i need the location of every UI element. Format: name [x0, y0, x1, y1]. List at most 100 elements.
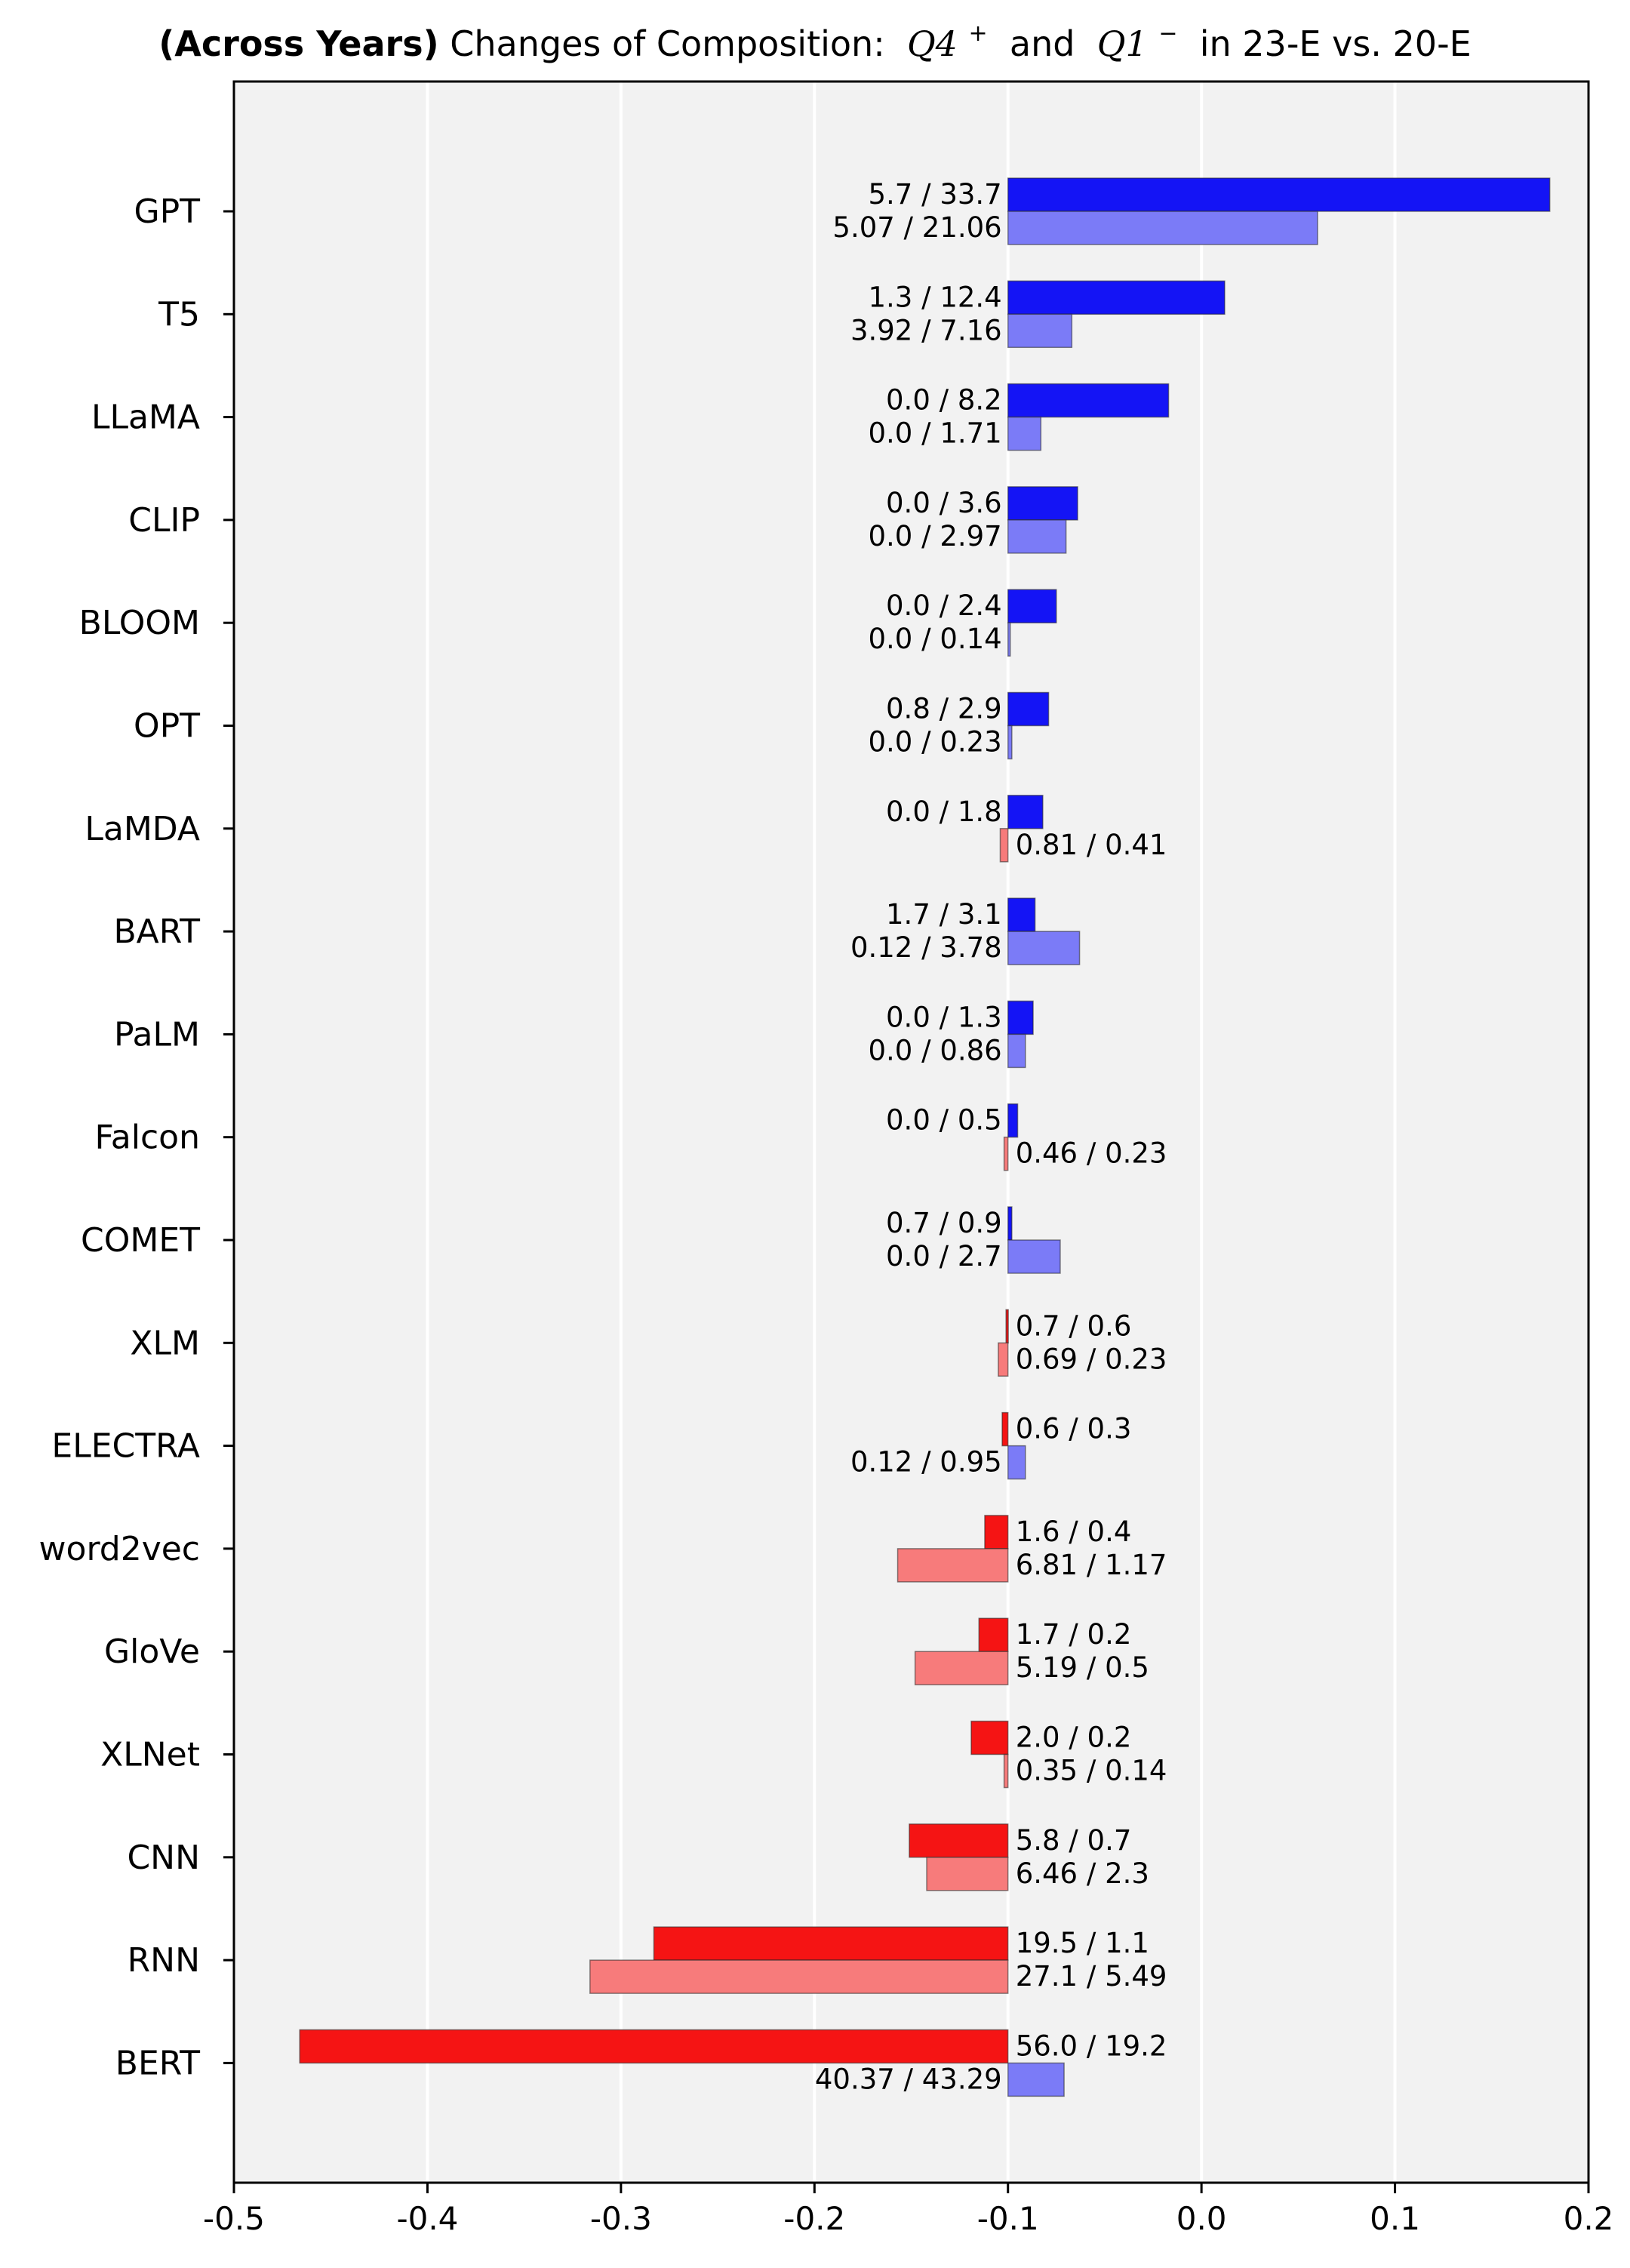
bar-a-0 [1007, 177, 1551, 212]
bar-label-b-2: 0.0 / 1.71 [868, 417, 1001, 450]
bar-a-9 [1007, 1103, 1019, 1138]
bar-label-a-18: 56.0 / 19.2 [1016, 2030, 1167, 2062]
bar-a-1 [1007, 280, 1226, 315]
x-tick-label-3: -0.2 [783, 2200, 845, 2237]
bar-label-b-8: 0.0 / 0.86 [868, 1034, 1001, 1066]
bar-a-7 [1007, 897, 1036, 932]
bar-b-17 [589, 1959, 1009, 1994]
bar-b-0 [1007, 211, 1318, 245]
bar-label-b-17: 27.1 / 5.49 [1016, 1960, 1167, 1993]
category-label-11: XLM [130, 1324, 200, 1362]
category-label-3: CLIP [128, 501, 200, 540]
bar-b-3 [1007, 519, 1067, 554]
bar-b-12 [1007, 1445, 1026, 1480]
category-label-17: RNN [128, 1941, 200, 1980]
bar-b-8 [1007, 1033, 1026, 1069]
bar-label-a-15: 2.0 / 0.2 [1016, 1722, 1132, 1754]
category-label-7: BART [113, 912, 200, 951]
bar-label-b-18: 40.37 / 43.29 [815, 2063, 1002, 2095]
bar-label-b-12: 0.12 / 0.95 [850, 1446, 1002, 1479]
title-post-text: in 23-E vs. 20-E [1189, 23, 1472, 64]
bar-b-14 [914, 1651, 1009, 1685]
category-label-12: ELECTRA [51, 1427, 200, 1466]
bar-label-a-13: 1.6 / 0.4 [1016, 1516, 1132, 1548]
category-label-0: GPT [134, 192, 200, 231]
bar-label-b-6: 0.81 / 0.41 [1016, 829, 1167, 861]
category-label-16: CNN [127, 1839, 200, 1877]
bar-label-b-7: 0.12 / 3.78 [850, 931, 1002, 964]
bar-label-b-10: 0.0 / 2.7 [886, 1240, 1002, 1272]
bar-label-a-2: 0.0 / 8.2 [886, 384, 1002, 417]
x-tick-label-7: 0.2 [1564, 2200, 1614, 2237]
category-label-10: COMET [81, 1221, 200, 1260]
category-label-14: GloVe [104, 1633, 200, 1671]
bar-label-a-17: 19.5 / 1.1 [1016, 1927, 1149, 1959]
bar-label-a-6: 0.0 / 1.8 [886, 795, 1002, 828]
bar-a-14 [978, 1617, 1009, 1652]
category-label-2: LLaMA [91, 399, 200, 437]
bar-label-a-16: 5.8 / 0.7 [1016, 1824, 1132, 1857]
bar-b-2 [1007, 416, 1042, 451]
bar-label-b-1: 3.92 / 7.16 [850, 314, 1002, 346]
bar-label-a-3: 0.0 / 3.6 [886, 487, 1002, 519]
bar-b-16 [926, 1857, 1009, 1891]
category-label-8: PaLM [114, 1015, 200, 1054]
bar-label-b-11: 0.69 / 0.23 [1016, 1343, 1167, 1375]
category-label-4: BLOOM [79, 604, 200, 642]
bar-label-a-8: 0.0 / 1.3 [886, 1001, 1002, 1033]
x-tick-label-2: -0.3 [590, 2200, 652, 2237]
bar-label-b-9: 0.46 / 0.23 [1016, 1137, 1167, 1170]
bar-b-15 [1003, 1753, 1009, 1789]
bar-a-6 [1007, 795, 1044, 829]
bar-a-15 [970, 1720, 1009, 1756]
category-label-9: Falcon [95, 1119, 200, 1157]
bar-label-b-14: 5.19 / 0.5 [1016, 1651, 1149, 1684]
category-label-15: XLNet [100, 1736, 200, 1774]
title-term1-sup: + [969, 20, 988, 47]
bar-b-6 [999, 828, 1009, 863]
bar-a-17 [653, 1926, 1009, 1961]
x-tick-label-1: -0.4 [396, 2200, 458, 2237]
bar-label-a-14: 1.7 / 0.2 [1016, 1618, 1132, 1651]
category-label-5: OPT [134, 707, 200, 746]
x-tick-label-4: -0.1 [977, 2200, 1039, 2237]
bar-a-12 [1001, 1411, 1009, 1447]
chart-title: (Across Years) Changes of Composition: Q… [158, 8, 1472, 64]
bar-a-5 [1007, 691, 1050, 727]
bar-label-a-1: 1.3 / 12.4 [868, 281, 1001, 313]
bar-a-8 [1007, 1000, 1034, 1036]
bar-b-10 [1007, 1239, 1061, 1274]
category-label-1: T5 [158, 295, 200, 334]
bar-label-b-0: 5.07 / 21.06 [832, 211, 1001, 244]
bar-label-a-7: 1.7 / 3.1 [886, 898, 1002, 931]
bar-a-11 [1005, 1309, 1009, 1344]
bar-b-4 [1007, 622, 1011, 657]
bar-label-b-3: 0.0 / 2.97 [868, 520, 1001, 552]
title-mid-text: and [998, 23, 1086, 64]
bar-label-a-9: 0.0 / 0.5 [886, 1104, 1002, 1137]
title-bold-part: (Across Years) [158, 23, 438, 64]
bar-a-2 [1007, 383, 1170, 418]
bar-a-18 [299, 2029, 1009, 2064]
bar-b-7 [1007, 931, 1081, 965]
bar-label-b-13: 6.81 / 1.17 [1016, 1549, 1167, 1581]
plot-area: GPT 5.7 / 33.75.07 / 21.06 T5 1.3 / 12.43.9… [39, 80, 1614, 2237]
plot-frame [232, 80, 1590, 2184]
x-tick-label-0: -0.5 [203, 2200, 265, 2237]
bar-a-13 [984, 1515, 1009, 1549]
bar-b-1 [1007, 313, 1073, 349]
bar-a-4 [1007, 589, 1057, 623]
bar-b-13 [896, 1548, 1009, 1583]
bar-label-a-10: 0.7 / 0.9 [886, 1207, 1002, 1239]
bar-label-a-12: 0.6 / 0.3 [1016, 1413, 1132, 1445]
category-label-13: word2vec [39, 1530, 200, 1568]
x-tick-label-6: 0.1 [1370, 2200, 1420, 2237]
bar-b-11 [998, 1342, 1009, 1377]
bar-a-16 [909, 1823, 1009, 1858]
bar-label-a-11: 0.7 / 0.6 [1016, 1309, 1132, 1342]
bar-b-5 [1007, 725, 1013, 760]
bar-b-9 [1003, 1136, 1009, 1171]
bar-label-a-5: 0.8 / 2.9 [886, 693, 1002, 725]
